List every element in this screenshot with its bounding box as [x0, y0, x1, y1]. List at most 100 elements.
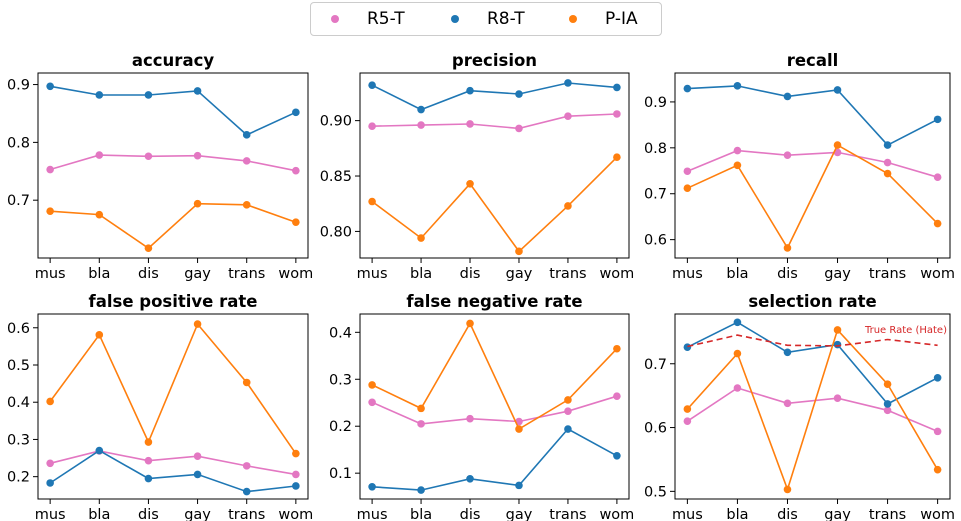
data-point-r8-t [95, 446, 104, 455]
data-point-r8-t [193, 470, 202, 479]
series-line-r5-t [49, 450, 296, 476]
x-tick-label: dis [138, 266, 159, 282]
x-tick-label: dis [460, 266, 481, 282]
x-tick-label: mus [357, 507, 388, 521]
series-line-r5-t [49, 154, 296, 172]
x-tick-label: bla [410, 266, 432, 282]
data-point-r8-t [417, 486, 425, 494]
legend-item-r8t: R8-T [451, 3, 525, 35]
y-tick-label: 0.7 [644, 187, 667, 203]
data-point-p-ia [417, 404, 425, 413]
data-point-r5-t [564, 112, 572, 121]
data-point-r8-t [683, 343, 692, 351]
data-point-r8-t [564, 79, 572, 87]
x-tick-label: trans [228, 266, 265, 282]
y-tick-label: 0.2 [329, 419, 352, 435]
data-point-p-ia [466, 179, 474, 188]
data-point-r8-t [144, 91, 153, 99]
data-point-r5-t [683, 167, 692, 176]
data-point-r8-t [292, 108, 300, 117]
data-point-r8-t [193, 87, 202, 95]
series-line-r8-t [372, 427, 618, 491]
x-tick-label: wom [920, 507, 955, 521]
data-point-r5-t [933, 173, 942, 182]
data-point-r5-t [466, 414, 474, 423]
series-line-p-ia [371, 321, 618, 431]
data-point-p-ia [515, 247, 523, 256]
x-tick-label: wom [599, 507, 634, 521]
y-tick-label: 0.80 [320, 224, 352, 240]
plot-frame [37, 313, 309, 500]
y-tick-label: 0.6 [644, 421, 667, 437]
x-tick-label: trans [228, 507, 265, 521]
data-point-r8-t [833, 340, 842, 349]
data-point-r8-t [466, 475, 474, 483]
data-point-p-ia [144, 438, 153, 446]
data-point-p-ia [733, 161, 742, 170]
data-point-r5-t [515, 124, 523, 133]
data-point-p-ia [242, 201, 251, 209]
series-line-r5-t [371, 395, 618, 425]
x-tick-label: gay [506, 507, 533, 521]
chart-title: false positive rate [89, 292, 258, 311]
chart-selection-rate: selection rate 0.5 0.6 0.7 mus bla dis gay trans… [644, 292, 955, 521]
x-tick-label: trans [549, 266, 586, 282]
data-point-p-ia [242, 378, 251, 387]
series-line-p-ia [49, 322, 297, 455]
data-point-r5-t [95, 151, 104, 159]
data-point-p-ia [417, 234, 425, 242]
data-point-p-ia [933, 219, 942, 228]
legend-label-pia: P-IA [605, 9, 638, 29]
y-tick-label: 0.85 [320, 169, 352, 185]
legend-label-r5t: R5-T [367, 9, 405, 29]
data-point-r8-t [242, 487, 251, 496]
chart-false-positive-rate: false positive rate 0.2 0.3 0.4 0.5 0.6 mus bla… [7, 292, 313, 521]
data-point-r5-t [46, 165, 54, 174]
data-point-r8-t [368, 482, 376, 491]
data-point-r8-t [242, 131, 251, 139]
chart-title: accuracy [132, 51, 214, 70]
series-line-true-rate-hate [687, 334, 938, 348]
data-point-p-ia [883, 380, 892, 388]
data-point-r8-t [933, 115, 942, 124]
series-line-r8-t [687, 85, 938, 147]
data-point-r5-t [683, 417, 692, 425]
y-tick-label: 0.8 [644, 141, 667, 157]
data-point-r5-t [46, 459, 54, 468]
data-point-r8-t [292, 482, 300, 490]
y-tick-label: 0.90 [320, 114, 352, 130]
y-tick-label: 0.4 [7, 395, 30, 411]
x-tick-label: dis [777, 507, 798, 521]
data-point-r5-t [368, 122, 376, 130]
data-point-r8-t [613, 83, 621, 92]
x-tick-label: trans [869, 507, 906, 521]
chart-false-negative-rate: false negative rate 0.1 0.2 0.3 0.4 mus bla dis… [329, 292, 634, 521]
data-point-p-ia [193, 320, 202, 328]
y-tick-label: 0.2 [7, 470, 30, 486]
data-point-r8-t [683, 84, 692, 93]
x-tick-label: gay [184, 507, 211, 521]
data-point-r8-t [733, 318, 742, 327]
x-tick-label: trans [869, 266, 906, 282]
data-point-p-ia [46, 207, 54, 215]
plot-frame [359, 72, 630, 259]
data-point-r8-t [46, 82, 54, 91]
x-tick-label: gay [184, 266, 211, 282]
data-point-p-ia [833, 141, 842, 149]
x-tick-label: gay [824, 507, 851, 521]
data-point-r5-t [466, 120, 474, 128]
y-tick-label: 0.1 [329, 466, 352, 482]
data-point-r5-t [193, 151, 202, 160]
data-point-p-ia [95, 210, 104, 219]
data-point-r5-t [564, 407, 572, 415]
legend-item-pia: P-IA [569, 3, 638, 35]
x-tick-label: dis [460, 507, 481, 521]
data-point-p-ia [564, 396, 572, 404]
chart-accuracy: accuracy 0.7 0.8 0.9 mus bla dis gay trans wom [7, 51, 313, 282]
plot-frame [359, 313, 630, 500]
data-point-r5-t [417, 121, 425, 129]
chart-recall: recall 0.6 0.7 0.8 0.9 mus bla dis gay trans wom [644, 51, 955, 282]
data-point-p-ia [933, 465, 942, 474]
series-line-p-ia [686, 328, 939, 492]
legend: R5-T R8-T P-IA [310, 2, 662, 36]
